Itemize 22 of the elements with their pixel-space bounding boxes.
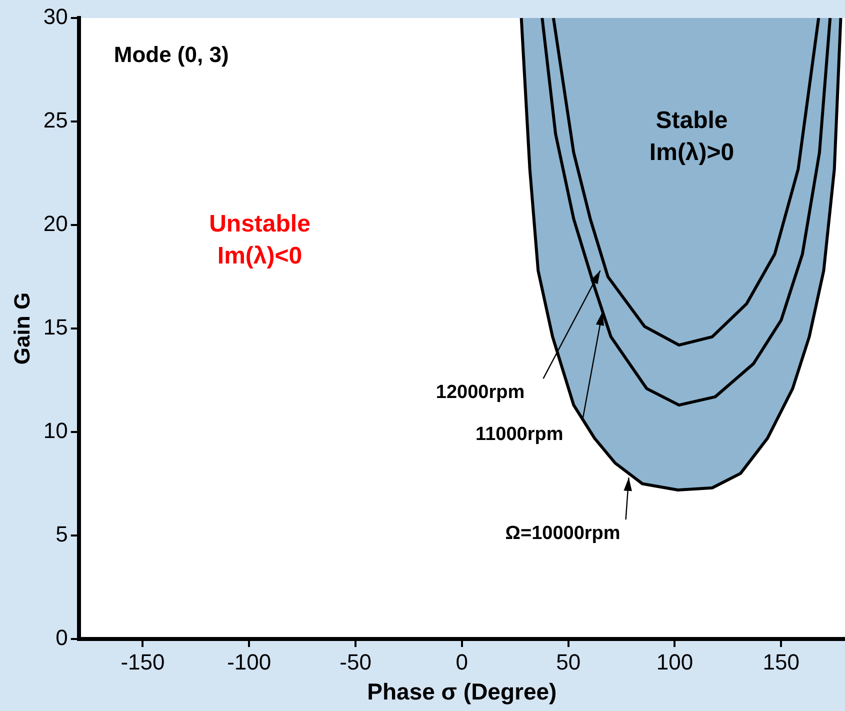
x-tick-label: 150 [762, 649, 800, 674]
y-axis-title: Gain G [9, 292, 34, 365]
x-tick-label: -50 [340, 649, 372, 674]
x-tick-label: 100 [656, 649, 694, 674]
text: Mode (0, 3) [114, 42, 229, 68]
y-tick-label: 25 [43, 108, 68, 133]
y-tick-label: 20 [43, 211, 68, 236]
annotation: Ω=10000rpm [505, 522, 620, 544]
annotation: Unstable Im(λ)<0 [209, 210, 310, 270]
y-tick-label: 30 [43, 4, 68, 30]
x-tick-label: 50 [556, 649, 581, 674]
x-tick-label: 0 [456, 649, 468, 674]
y-tick-label: 0 [56, 625, 68, 650]
annotation: 11000rpm [476, 424, 564, 446]
x-tick-label: -100 [227, 649, 272, 674]
x-axis-title: Phase σ (Degree) [367, 678, 557, 705]
y-tick-label: 15 [43, 314, 68, 340]
y-tick-label: 5 [56, 522, 68, 547]
y-tick-label: 10 [43, 418, 68, 444]
annotation: 12000rpm [436, 382, 525, 403]
annotation: Stable Im(λ)>0 [649, 107, 734, 166]
x-tick-label: -150 [120, 649, 165, 674]
